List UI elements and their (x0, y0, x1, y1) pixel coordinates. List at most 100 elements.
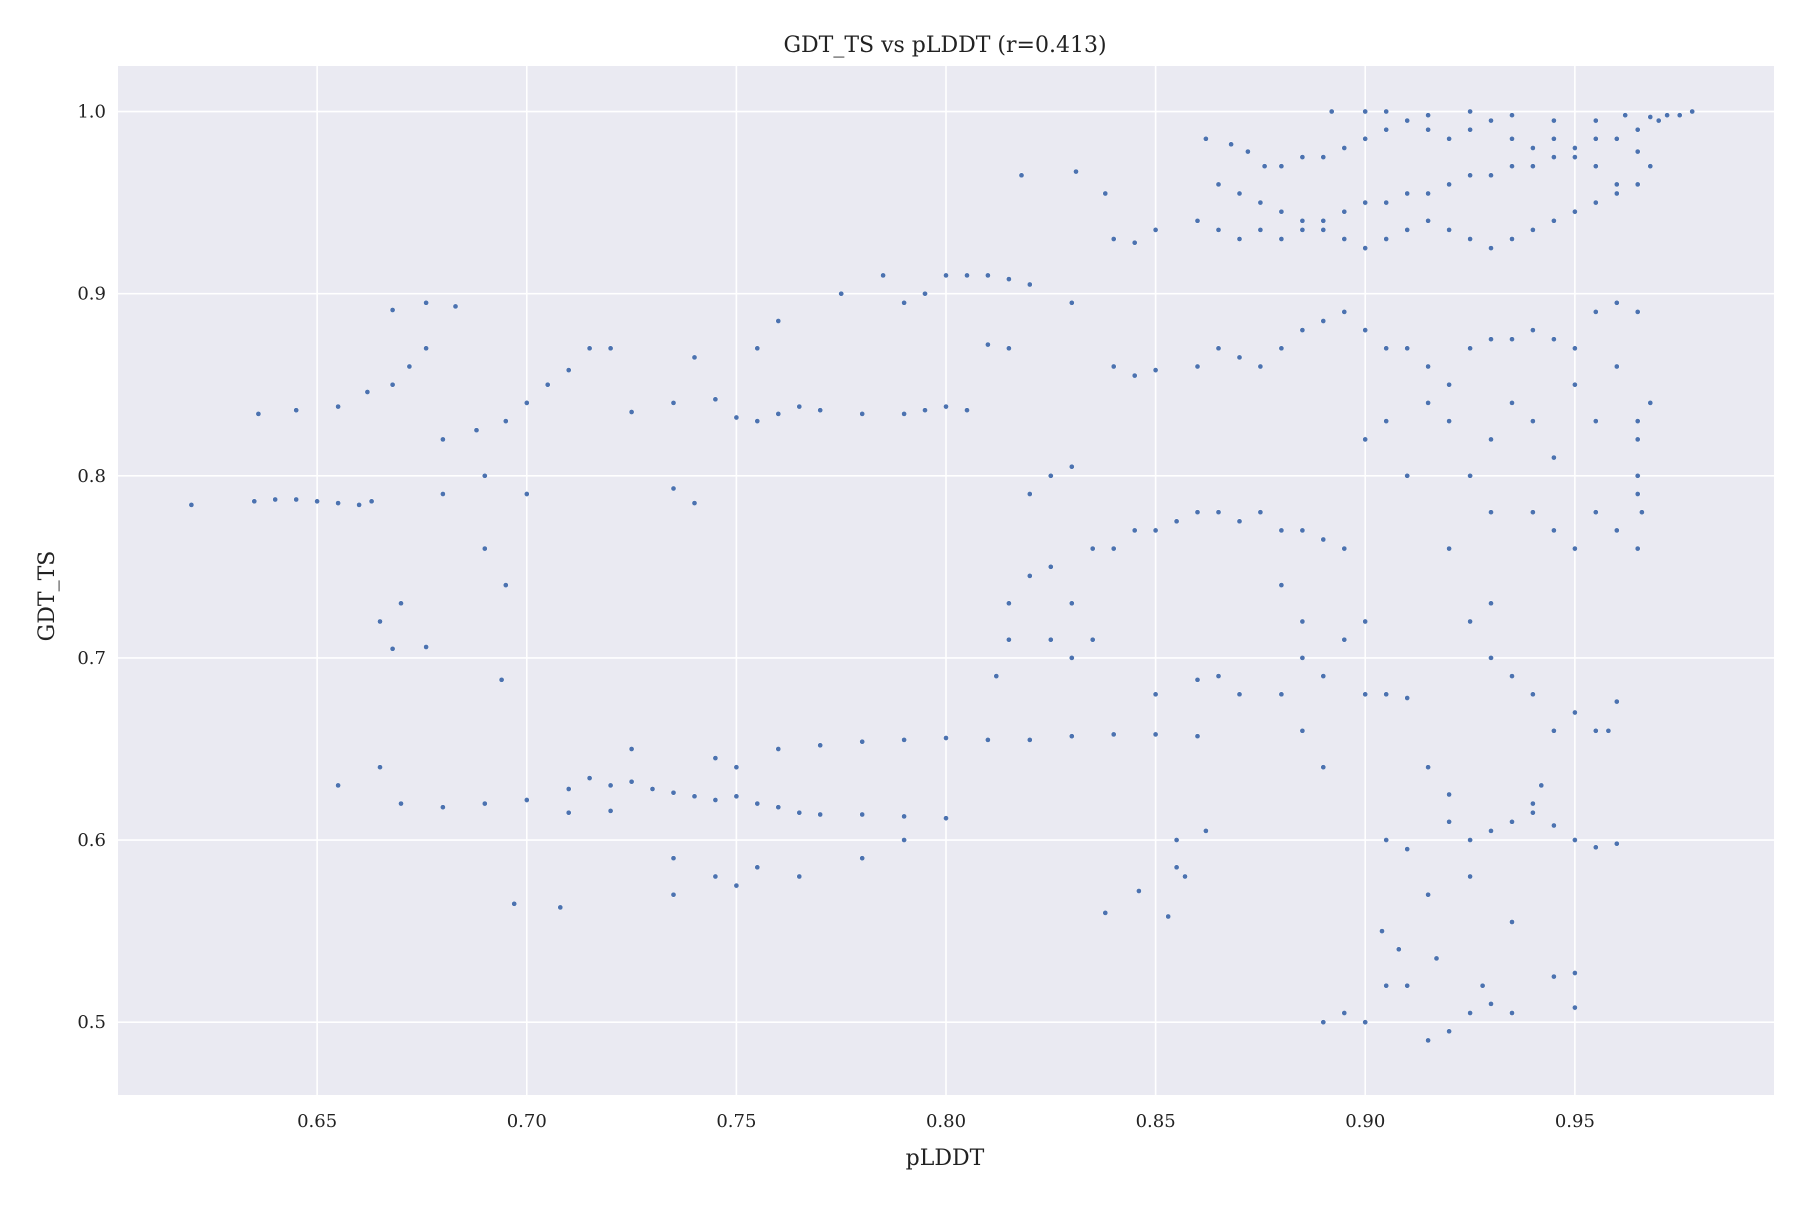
scatter-point (1131, 527, 1138, 534)
scatter-point (1634, 126, 1641, 133)
scatter-point (377, 764, 383, 771)
scatter-point (1551, 727, 1557, 734)
scatter-point (1299, 727, 1306, 734)
scatter-point (1299, 655, 1306, 661)
scatter-point (1383, 837, 1390, 843)
scatter-point (985, 341, 991, 348)
scatter-point (1425, 400, 1431, 406)
scatter-point (1404, 227, 1411, 233)
scatter-point (1257, 509, 1264, 516)
scatter-point (1509, 673, 1515, 679)
scatter-point (1613, 181, 1620, 188)
scatter-point (691, 500, 698, 506)
scatter-point (1299, 154, 1306, 160)
scatter-point (1613, 299, 1620, 306)
scatter-point (1647, 163, 1654, 170)
scatter-point (733, 414, 740, 421)
scatter-point (670, 789, 677, 796)
scatter-point (1068, 655, 1075, 661)
scatter-point (1551, 822, 1557, 829)
grid-lines (118, 66, 1774, 1095)
scatter-point (586, 345, 593, 352)
x-tick-label: 0.90 (1345, 1111, 1385, 1132)
scatter-point (1152, 731, 1159, 738)
scatter-point (1488, 172, 1494, 179)
scatter-point (511, 900, 518, 907)
y-tick-label: 0.5 (77, 1012, 106, 1033)
scatter-point (649, 786, 656, 792)
scatter-point (1102, 910, 1109, 916)
scatter-point (1320, 536, 1327, 543)
scatter-point (1110, 545, 1117, 552)
scatter-point (188, 502, 195, 508)
scatter-point (1634, 436, 1641, 443)
scatter-point (1236, 691, 1243, 698)
scatter-point (1073, 168, 1079, 175)
scatter-point (1509, 1010, 1515, 1016)
scatter-point (922, 407, 928, 414)
scatter-point (523, 491, 530, 497)
scatter-point (1089, 545, 1096, 552)
scatter-point (901, 299, 907, 306)
scatter-point (1383, 345, 1390, 352)
scatter-point (440, 491, 446, 497)
scatter-point (1299, 327, 1306, 333)
scatter-point (901, 837, 907, 843)
scatter-point (1488, 600, 1494, 607)
scatter-point (754, 345, 761, 352)
scatter-point (1026, 491, 1033, 497)
scatter-point (1592, 418, 1599, 424)
scatter-point (1089, 636, 1096, 643)
x-axis-label: pLDDT (906, 1146, 985, 1171)
scatter-point (1425, 891, 1431, 898)
scatter-point (1068, 733, 1075, 740)
y-tick-label: 0.6 (77, 830, 106, 851)
scatter-point (1194, 733, 1201, 740)
scatter-point (733, 882, 740, 889)
scatter-point (314, 498, 320, 505)
scatter-point (1131, 372, 1138, 379)
scatter-point (1572, 208, 1578, 215)
scatter-point (1006, 600, 1012, 607)
scatter-point (1383, 236, 1390, 242)
scatter-point (859, 738, 866, 745)
scatter-point (1488, 509, 1494, 516)
scatter-point (1613, 135, 1620, 142)
x-tick-label: 0.70 (507, 1111, 547, 1132)
scatter-point (1379, 928, 1385, 934)
scatter-point (1613, 698, 1620, 705)
scatter-point (1664, 112, 1670, 119)
scatter-point (1261, 163, 1268, 170)
scatter-point (1257, 227, 1264, 233)
scatter-point (607, 808, 614, 814)
scatter-point (389, 645, 396, 652)
scatter-point (1110, 731, 1117, 738)
scatter-point (1320, 227, 1327, 233)
scatter-point (901, 737, 907, 743)
scatter-point (440, 804, 446, 811)
scatter-point (1110, 236, 1117, 242)
scatter-point (1530, 327, 1536, 333)
scatter-point (356, 502, 362, 508)
scatter-point (985, 272, 991, 279)
scatter-point (1278, 582, 1285, 588)
scatter-point (712, 755, 719, 761)
scatter-point (1228, 141, 1234, 148)
scatter-point (1551, 154, 1557, 160)
scatter-point (1572, 381, 1578, 388)
scatter-point (423, 345, 429, 352)
scatter-point (1634, 418, 1641, 424)
scatter-point (1102, 190, 1109, 197)
scatter-point (1634, 491, 1641, 497)
scatter-point (1404, 846, 1411, 852)
scatter-point (502, 582, 509, 588)
scatter-point (1551, 336, 1557, 343)
y-axis-label: GDT_TS (35, 551, 60, 642)
scatter-point (1320, 1019, 1327, 1026)
scatter-point (1467, 108, 1473, 115)
scatter-point (712, 873, 719, 880)
scatter-point (1362, 245, 1369, 251)
scatter-point (1530, 800, 1536, 807)
